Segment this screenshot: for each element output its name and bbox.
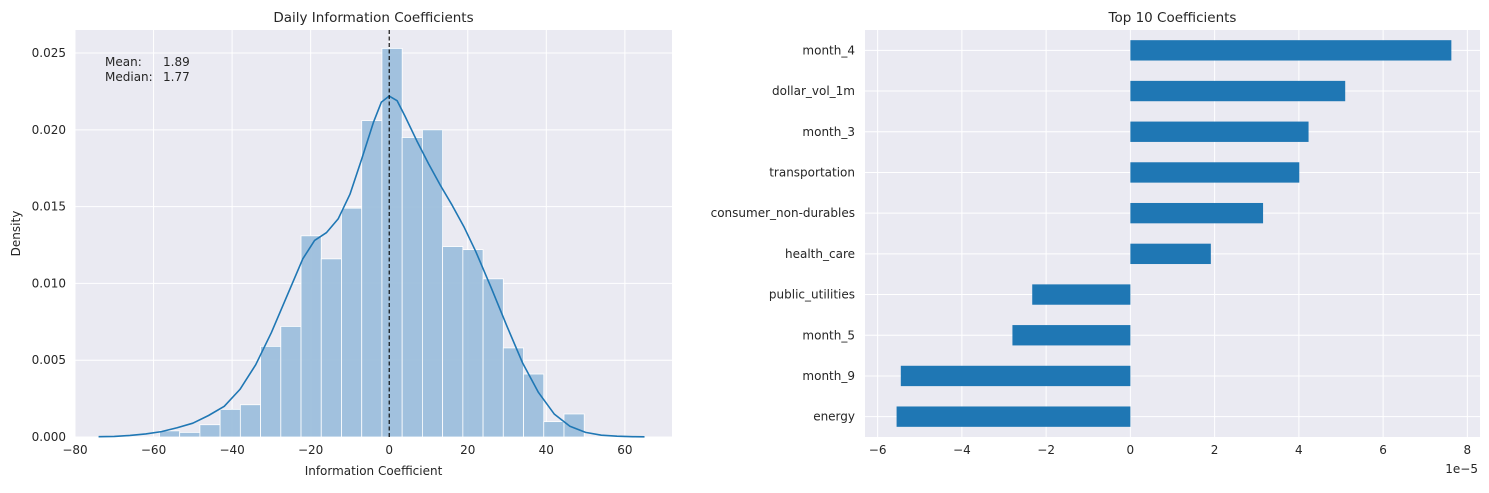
median-value: 1.77 <box>163 70 190 84</box>
category-label: month_3 <box>802 125 855 139</box>
histogram-bar <box>300 235 322 438</box>
x-tick-label: −4 <box>953 443 971 457</box>
coefficients-x-tick-labels: −6 −4 −2 0 2 4 6 8 <box>869 443 1471 457</box>
x-tick-label: −2 <box>1037 443 1055 457</box>
y-tick-label: 0.015 <box>32 200 66 214</box>
category-label: month_4 <box>802 43 855 57</box>
category-label: energy <box>813 410 855 424</box>
histogram-bar <box>523 373 545 438</box>
histogram-bar <box>239 404 261 438</box>
histogram-bar <box>543 421 565 438</box>
category-label: month_9 <box>802 369 855 383</box>
x-tick-label: −20 <box>298 443 323 457</box>
y-tick-label: 0.010 <box>32 276 66 290</box>
histogram-bar <box>199 424 221 438</box>
coefficients-bar-chart: −6 −4 −2 0 2 4 6 8 month_4 dollar_vol_1m month_3t… <box>711 10 1480 476</box>
x-tick-label: 0 <box>1127 443 1135 457</box>
x-tick-label: −6 <box>869 443 887 457</box>
category-label: dollar_vol_1m <box>772 84 855 98</box>
x-tick-label: −60 <box>141 443 166 457</box>
coefficient-bar <box>1130 243 1211 265</box>
y-tick-label: 0.020 <box>32 123 66 137</box>
y-tick-label: 0.025 <box>32 46 66 60</box>
histogram-bar <box>361 120 383 438</box>
coefficients-category-labels: month_4 dollar_vol_1m month_3 transportatio… <box>711 43 855 423</box>
histogram-bars <box>159 48 585 438</box>
histogram-bar <box>280 326 302 438</box>
coefficient-bar <box>1130 80 1346 102</box>
histogram-bar <box>179 431 201 438</box>
median-label: Median: <box>105 70 153 84</box>
x-tick-label: −40 <box>219 443 244 457</box>
histogram-bar <box>320 258 342 438</box>
mean-value: 1.89 <box>163 55 190 69</box>
category-label: month_5 <box>802 328 855 342</box>
coefficients-scale-label: 1e−5 <box>1445 462 1478 476</box>
coefficient-bar <box>1130 121 1309 142</box>
coefficient-bar <box>900 365 1131 387</box>
category-label: public_utilities <box>769 288 855 302</box>
x-tick-label: 8 <box>1464 443 1472 457</box>
histogram-x-tick-labels: −80 −60 −40 −20 0 20 40 60 <box>62 443 632 457</box>
category-label: transportation <box>769 165 855 179</box>
histogram-y-tick-labels: 0.000 0.005 0.010 0.015 0.020 0.025 <box>32 46 66 444</box>
histogram-bar <box>260 345 282 438</box>
coefficient-bar <box>896 406 1131 427</box>
histogram-bar <box>219 408 241 438</box>
stats-annotation: Mean: 1.89 Median: 1.77 <box>105 55 190 84</box>
x-tick-label: 4 <box>1295 443 1303 457</box>
histogram-bar <box>401 137 423 438</box>
category-label: consumer_non-durables <box>711 206 855 220</box>
histogram-bar <box>563 413 585 438</box>
histogram-bar <box>341 207 363 438</box>
coefficient-bar <box>1130 202 1264 224</box>
coefficient-bars <box>896 40 1452 427</box>
x-tick-label: 40 <box>539 443 554 457</box>
category-label: health_care <box>785 247 855 261</box>
histogram-title: Daily Information Coefficients <box>273 10 473 26</box>
histogram-chart: −80 −60 −40 −20 0 20 40 60 0.000 0.005 0.010 0.015… <box>9 10 672 478</box>
x-tick-label: 0 <box>385 443 393 457</box>
histogram-y-axis-label: Density <box>9 211 23 257</box>
coefficients-title: Top 10 Coefficients <box>1108 10 1237 26</box>
coefficient-bar <box>1012 325 1131 346</box>
coefficient-bar <box>1130 162 1300 183</box>
x-tick-label: 2 <box>1211 443 1219 457</box>
mean-label: Mean: <box>105 55 142 69</box>
x-tick-label: 6 <box>1379 443 1387 457</box>
x-tick-label: −80 <box>62 443 87 457</box>
kde-line <box>98 95 645 438</box>
x-tick-label: 20 <box>460 443 475 457</box>
x-tick-label: 60 <box>617 443 632 457</box>
y-tick-label: 0.000 <box>32 430 66 444</box>
coefficient-bar <box>1130 40 1452 61</box>
histogram-bar <box>482 278 504 438</box>
histogram-x-axis-label: Information Coefficient <box>305 464 443 478</box>
histogram-bar <box>442 246 464 438</box>
y-tick-label: 0.005 <box>32 353 66 367</box>
histogram-bar <box>502 347 524 438</box>
histogram-bar <box>421 129 444 438</box>
histogram-bar <box>462 249 484 438</box>
coefficient-bar <box>1032 284 1131 305</box>
histogram-bar <box>381 48 403 438</box>
